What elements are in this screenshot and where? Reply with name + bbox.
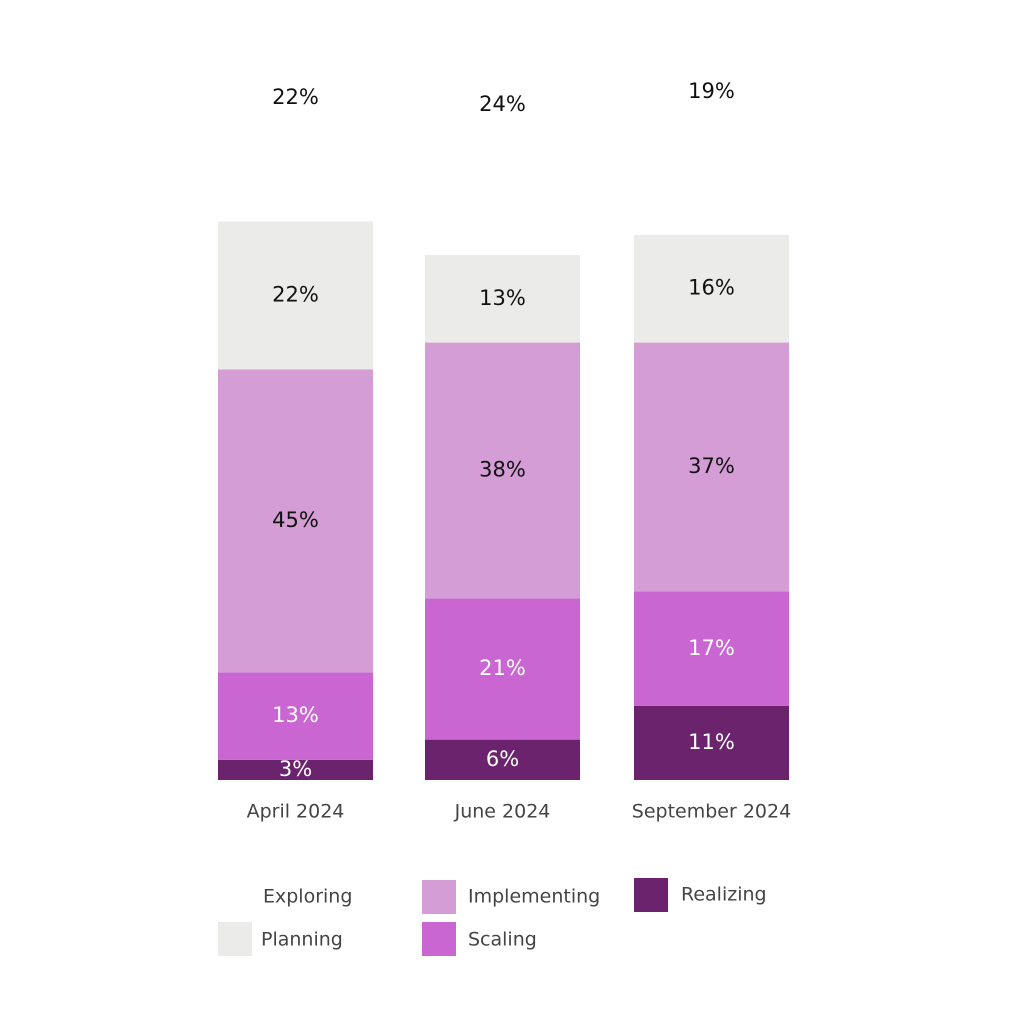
data-label-implementing-0: 45% [272,508,319,532]
bar-segment-planning-2 [634,234,789,343]
data-label-implementing-1: 38% [479,457,526,481]
bar-segment-scaling-2 [634,591,789,706]
data-label-exploring-0: 22% [272,85,319,109]
legend-swatch-scaling [422,922,456,956]
data-label-planning-0: 22% [272,282,319,306]
data-label-realizing-0: 3% [279,757,312,781]
category-label-1: June 2024 [454,801,551,823]
data-label-planning-2: 16% [688,276,735,300]
legend-label-exploring: Exploring [263,886,352,908]
bar-segment-realizing-0 [218,759,373,780]
data-label-implementing-2: 37% [688,454,735,478]
category-labels: April 2024 June 2024 September 2024 [247,801,792,823]
data-label-scaling-2: 17% [688,636,735,660]
legend-swatch-implementing [422,880,456,914]
legend-label-scaling: Scaling [468,929,537,951]
bar-segment-scaling-0 [218,672,373,760]
data-label-realizing-1: 6% [486,747,519,771]
data-label-realizing-2: 11% [688,730,735,754]
legend-swatch-exploring [218,880,252,914]
data-label-exploring-2: 19% [688,79,735,103]
legend-label-planning: Planning [261,929,343,951]
bar-segment-realizing-2 [634,705,789,780]
legend-swatch-realizing [634,878,668,912]
bar-segment-planning-0 [218,221,373,370]
bar-segment-implementing-0 [218,369,373,673]
bar-segment-realizing-1 [425,739,580,780]
bar-segment-implementing-2 [634,342,789,592]
category-label-0: April 2024 [247,801,345,823]
data-label-exploring-1: 24% [479,92,526,116]
labels-layer: 3% 13% 45% 22% 22% 6% 21% 38% 13% 24% 11% 17% 37% 16%… [272,79,735,781]
bar-segment-scaling-1 [425,598,580,740]
bar-segment-implementing-1 [425,342,580,599]
legend-label-implementing: Implementing [468,886,600,908]
data-label-scaling-0: 13% [272,703,319,727]
bar-segment-planning-1 [425,255,580,343]
data-label-scaling-1: 21% [479,656,526,680]
bars-layer [218,221,789,780]
legend-swatch-planning [218,922,252,956]
legend: Exploring Planning Implementing Scaling Real… [218,878,767,956]
category-label-2: September 2024 [632,801,791,823]
legend-label-realizing: Realizing [681,884,767,906]
data-label-planning-1: 13% [479,286,526,310]
